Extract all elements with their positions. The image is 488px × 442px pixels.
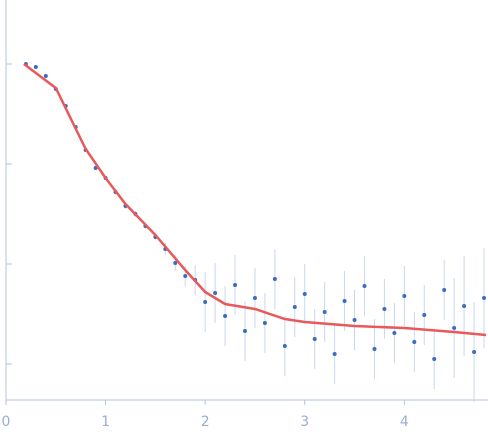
data-point	[322, 310, 327, 314]
data-point	[282, 344, 287, 348]
x-tick-label: 0	[2, 414, 11, 430]
data-point	[203, 300, 208, 304]
data-point	[173, 261, 178, 265]
data-point	[392, 331, 397, 335]
x-tick-label: 3	[300, 414, 309, 430]
data-point	[262, 321, 267, 325]
data-point	[223, 314, 228, 318]
data-point	[342, 299, 347, 303]
data-point	[472, 350, 477, 354]
data-point	[252, 296, 257, 300]
data-point	[312, 337, 317, 341]
data-point	[242, 329, 247, 333]
data-point	[183, 274, 188, 278]
data-point	[213, 291, 218, 295]
data-point	[332, 352, 337, 356]
data-point	[372, 347, 377, 351]
data-point	[33, 65, 38, 69]
data-point	[402, 294, 407, 298]
x-tick-label: 4	[400, 414, 409, 430]
data-point	[462, 304, 467, 308]
fit-line	[23, 63, 487, 337]
data-point	[352, 318, 357, 322]
data-point	[362, 284, 367, 288]
data-point	[452, 326, 457, 330]
x-tick-label: 1	[101, 414, 110, 430]
x-tick-label: 2	[201, 414, 210, 430]
data-point	[442, 288, 447, 292]
data-point	[412, 340, 417, 344]
data-point	[422, 313, 427, 317]
data-point	[482, 296, 487, 300]
data-point	[302, 292, 307, 296]
data-point	[292, 305, 297, 309]
data-point	[272, 277, 277, 281]
data-point	[43, 74, 48, 78]
data-point	[382, 307, 387, 311]
data-point	[233, 283, 238, 287]
data-point	[432, 357, 437, 361]
